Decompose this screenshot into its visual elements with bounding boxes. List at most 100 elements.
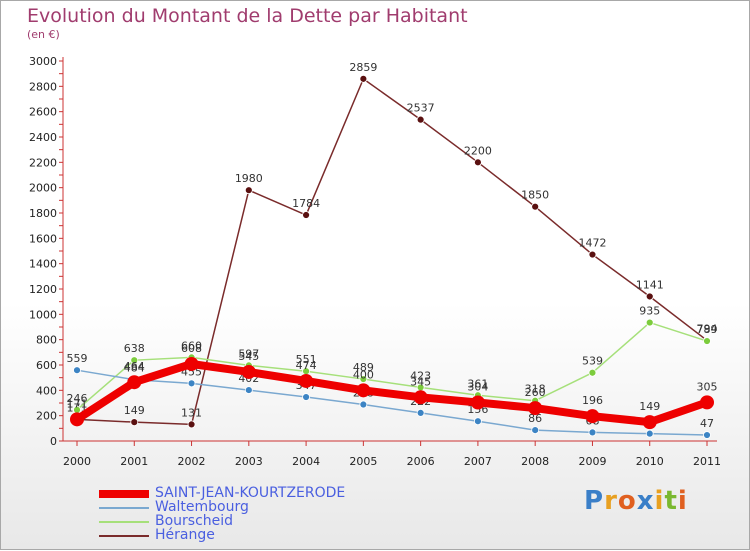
- x-tick-label: 2007: [464, 455, 492, 468]
- data-point: [645, 292, 654, 301]
- data-label: 86: [528, 412, 542, 425]
- data-point: [241, 364, 256, 379]
- data-label: 660: [181, 339, 202, 352]
- legend-label: Bourscheid: [155, 513, 234, 529]
- data-point: [474, 417, 482, 426]
- x-tick-label: 2004: [292, 455, 320, 468]
- y-tick-label: 3000: [29, 55, 57, 68]
- data-label: 559: [67, 352, 88, 365]
- data-point: [531, 202, 540, 211]
- data-point: [416, 408, 425, 417]
- y-tick-label: 1200: [29, 283, 57, 296]
- data-label: 789: [697, 323, 718, 336]
- data-label: 935: [639, 305, 660, 318]
- legend-swatch: [99, 490, 149, 498]
- data-label: 1472: [578, 237, 606, 250]
- legend-label: SAINT-JEAN-KOURTZERODE: [155, 485, 346, 501]
- x-tick-label: 2005: [349, 455, 377, 468]
- data-label: 131: [181, 406, 202, 419]
- data-point: [642, 415, 657, 430]
- data-point: [474, 158, 482, 167]
- data-point: [531, 426, 540, 435]
- y-tick-label: 800: [36, 334, 57, 347]
- y-tick-label: 200: [36, 410, 57, 423]
- data-label: 47: [700, 417, 714, 430]
- data-label: 171: [67, 397, 88, 410]
- data-label: 2859: [349, 61, 377, 74]
- y-tick-label: 1400: [29, 258, 57, 271]
- data-point: [130, 356, 139, 365]
- data-label: 597: [238, 347, 259, 360]
- data-label: 489: [353, 361, 374, 374]
- data-label: 318: [525, 383, 546, 396]
- series-line-saint-jean-kourtzerode: [74, 359, 709, 427]
- data-point: [187, 379, 196, 388]
- data-label: 1980: [235, 172, 263, 185]
- data-point: [588, 428, 597, 437]
- legend-label: Waltembourg: [155, 499, 249, 515]
- x-tick-label: 2001: [120, 455, 148, 468]
- data-point: [130, 418, 139, 427]
- legend-label: Hérange: [155, 527, 215, 543]
- data-point: [184, 356, 199, 371]
- data-point: [356, 383, 371, 398]
- data-label: 2537: [407, 102, 435, 115]
- x-tick-label: 2008: [521, 455, 549, 468]
- data-label: 464: [124, 360, 145, 373]
- data-point: [359, 375, 368, 383]
- data-label: 304: [467, 380, 488, 393]
- y-tick-label: 2000: [29, 182, 57, 195]
- legend-swatch: [99, 507, 149, 509]
- data-point: [416, 115, 425, 124]
- x-tick-label: 2000: [63, 455, 91, 468]
- legend-swatch: [99, 521, 149, 523]
- data-label: 794: [697, 322, 718, 335]
- x-tick-label: 2006: [407, 455, 435, 468]
- data-point: [244, 186, 253, 195]
- data-point: [302, 393, 310, 401]
- data-point: [70, 412, 84, 427]
- data-label: 400: [353, 368, 374, 381]
- data-label: 149: [639, 400, 660, 413]
- data-label: 1141: [636, 278, 664, 291]
- data-label: 1784: [292, 197, 320, 210]
- data-point: [413, 390, 428, 405]
- data-label: 149: [124, 404, 145, 417]
- y-tick-label: 2600: [29, 106, 57, 119]
- y-tick-label: 2800: [29, 80, 57, 93]
- data-point: [299, 373, 314, 388]
- data-label: 423: [410, 369, 431, 382]
- data-label: 608: [181, 342, 202, 355]
- data-label: 551: [296, 353, 317, 366]
- data-point: [244, 386, 253, 394]
- data-point: [588, 368, 597, 377]
- data-point: [73, 366, 81, 375]
- data-label: 474: [296, 359, 317, 372]
- series-line-bourscheid: [76, 321, 708, 411]
- data-label: 305: [697, 380, 718, 393]
- x-tick-label: 2009: [578, 455, 606, 468]
- data-label: 196: [582, 394, 603, 407]
- data-point: [645, 318, 654, 327]
- data-label: 545: [238, 350, 259, 363]
- legend-swatch: [99, 535, 149, 537]
- data-point: [703, 431, 711, 439]
- data-point: [187, 420, 196, 429]
- data-point: [588, 250, 597, 259]
- x-tick-label: 2011: [693, 455, 721, 468]
- data-point: [127, 375, 142, 390]
- y-tick-label: 1600: [29, 232, 57, 245]
- data-label: 361: [467, 377, 488, 390]
- data-point: [302, 211, 310, 219]
- data-point: [359, 74, 368, 83]
- data-point: [585, 409, 600, 424]
- data-label: 260: [525, 386, 546, 399]
- data-label: 246: [67, 392, 88, 405]
- y-tick-label: 2200: [29, 156, 57, 169]
- y-tick-label: 2400: [29, 131, 57, 144]
- data-point: [528, 401, 543, 416]
- data-point: [703, 337, 711, 345]
- data-label: 638: [124, 342, 145, 355]
